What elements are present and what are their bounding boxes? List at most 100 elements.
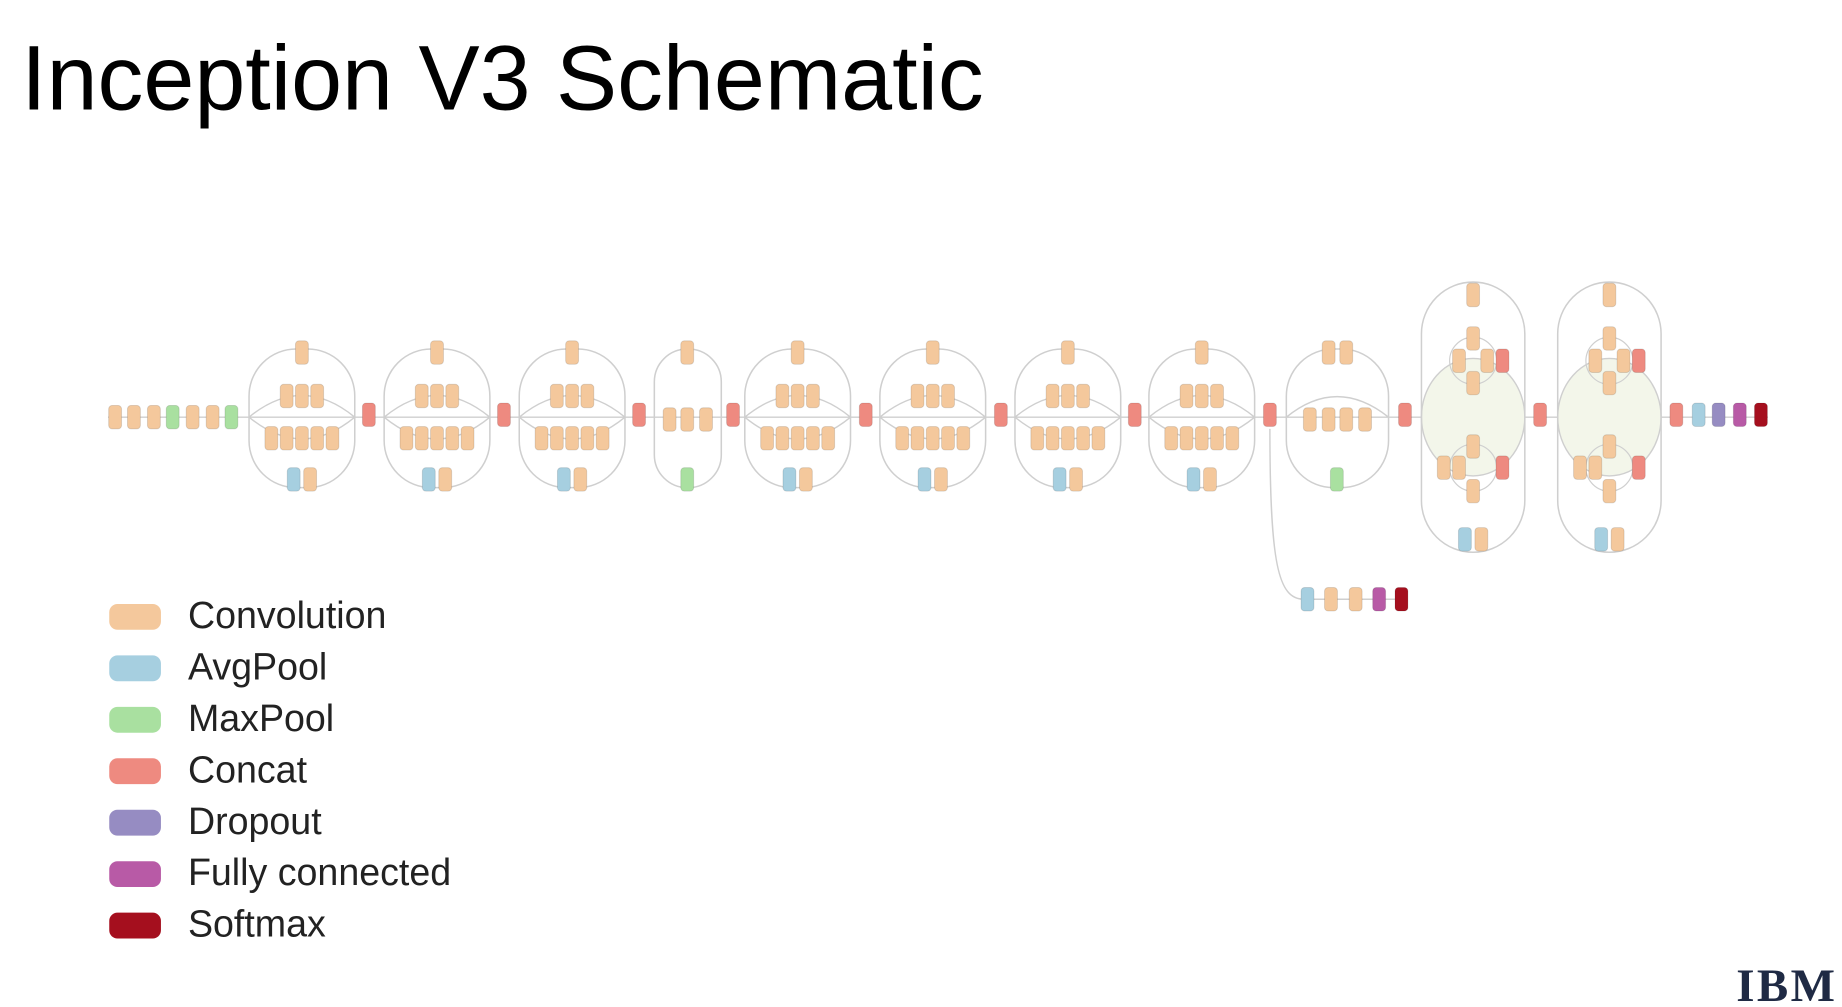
layer-block: [294, 340, 309, 365]
layer-block: [580, 383, 595, 409]
legend-swatch: [109, 706, 161, 733]
layer-block: [580, 426, 595, 451]
layer-block: [925, 383, 940, 409]
layer-block: [699, 407, 713, 432]
layer-block: [1669, 402, 1684, 428]
layer-block: [279, 426, 294, 451]
layer-block: [821, 426, 836, 451]
legend-label: Dropout: [188, 800, 322, 842]
connection: [1269, 428, 1405, 600]
layer-block: [1091, 426, 1106, 451]
layer-block: [430, 426, 444, 451]
layer-block: [1321, 407, 1336, 432]
layer-block: [165, 404, 180, 430]
layer-block: [1302, 407, 1317, 432]
layer-block: [775, 426, 790, 451]
layer-block: [310, 383, 325, 409]
layer-block: [565, 340, 580, 365]
layer-block: [1732, 402, 1747, 428]
layer-block: [805, 426, 820, 451]
layer-block: [595, 426, 610, 451]
layer-block: [325, 426, 340, 451]
layer-block: [1480, 348, 1495, 373]
layer-block: [1127, 402, 1142, 428]
legend-label: Fully connected: [188, 851, 451, 893]
layer-block: [1533, 402, 1548, 428]
layer-block: [1495, 348, 1510, 373]
layer-block: [925, 340, 940, 365]
layer-block: [1466, 478, 1481, 504]
connection: [1285, 395, 1389, 418]
layer-block: [1452, 455, 1466, 480]
layer-block: [632, 402, 646, 428]
layer-block: [1348, 587, 1363, 612]
layer-block: [993, 402, 1008, 428]
layer-block: [1457, 527, 1472, 552]
layer-block: [1194, 426, 1209, 451]
layer-block: [264, 426, 279, 451]
legend-label: Concat: [188, 748, 308, 790]
layer-block: [224, 404, 239, 430]
layer-block: [294, 426, 309, 451]
layer-block: [1602, 478, 1617, 504]
layer-block: [680, 340, 695, 365]
legend-swatch: [109, 809, 161, 836]
layer-block: [917, 467, 932, 492]
layer-block: [760, 426, 775, 451]
layer-block: [941, 426, 955, 451]
layer-block: [1358, 407, 1372, 432]
layer-block: [1339, 407, 1354, 432]
layer-block: [1631, 348, 1646, 373]
layer-block: [910, 426, 925, 451]
layer-block: [430, 383, 444, 409]
layer-block: [1466, 282, 1481, 308]
layer-block: [1060, 383, 1075, 409]
layer-block: [1076, 383, 1091, 409]
layer-block: [1030, 426, 1045, 451]
layer-block: [1262, 402, 1277, 428]
layer-block: [534, 426, 549, 451]
layer-block: [1616, 348, 1631, 373]
layer-block: [549, 426, 564, 451]
layer-block: [421, 467, 436, 492]
layer-block: [185, 404, 200, 430]
layer-block: [1164, 426, 1179, 451]
layer-block: [1194, 383, 1209, 409]
layer-block: [1588, 455, 1603, 480]
layer-block: [1060, 340, 1075, 365]
slide-title: Inception V3 Schematic: [21, 27, 984, 129]
legend-swatch: [109, 912, 161, 939]
diagram: [108, 281, 1768, 612]
layer-block: [1466, 434, 1481, 459]
legend-label: MaxPool: [188, 697, 334, 739]
layer-block: [1691, 402, 1706, 428]
layer-block: [1466, 370, 1481, 396]
layer-block: [790, 383, 805, 409]
layer-block: [1754, 402, 1768, 428]
layer-block: [1194, 340, 1209, 365]
layer-block: [1225, 426, 1240, 451]
layer-block: [1321, 340, 1336, 365]
legend-swatch: [109, 758, 161, 785]
layer-block: [126, 404, 141, 430]
layer-block: [1474, 527, 1489, 552]
layer-block: [1610, 527, 1625, 552]
layer-block: [662, 407, 677, 432]
layer-block: [1436, 455, 1451, 480]
layer-block: [1631, 455, 1646, 480]
layer-block: [934, 467, 948, 492]
layer-block: [798, 467, 813, 492]
layer-block: [294, 383, 309, 409]
module-outline: [1556, 281, 1662, 554]
layer-block: [303, 467, 318, 492]
legend-label: AvgPool: [188, 645, 327, 687]
layer-block: [1179, 383, 1194, 409]
layer-block: [361, 402, 376, 428]
layer-block: [941, 383, 955, 409]
layer-block: [1588, 348, 1603, 373]
layer-block: [790, 340, 805, 365]
module-outline: [1420, 281, 1526, 554]
layer-block: [497, 402, 511, 428]
layer-block: [858, 402, 873, 428]
layer-block: [1339, 340, 1354, 365]
